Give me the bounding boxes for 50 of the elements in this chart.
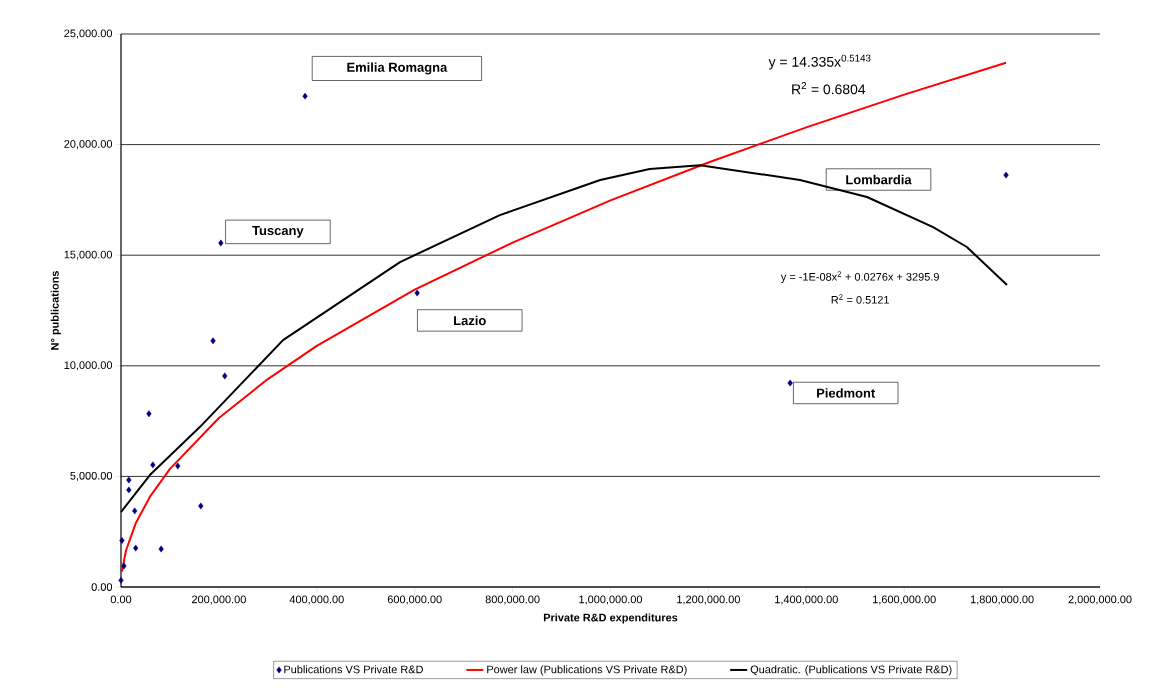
point <box>1003 171 1009 179</box>
point <box>787 379 793 387</box>
point <box>175 462 181 470</box>
y-tick-label: 0.00 <box>91 583 113 591</box>
point <box>414 289 420 297</box>
point <box>302 92 308 100</box>
point <box>126 476 132 484</box>
point <box>218 239 224 247</box>
y-tick-label: 25,000.00 <box>64 29 113 39</box>
x-tick-label: 1,800,000.00 <box>970 595 1034 605</box>
y-tick-label: 20,000.00 <box>64 140 113 150</box>
point <box>146 410 152 418</box>
x-tick-label: 800,000.00 <box>485 595 540 605</box>
annotation: R$^{2}$ = 0.5121 <box>831 294 889 304</box>
x-tick-label: 400,000.00 <box>289 595 344 605</box>
annotation: Tuscany <box>252 226 304 238</box>
annotation: Lazio <box>454 315 486 326</box>
legend-label: Publications VS Private R&D <box>284 665 423 674</box>
y-tick-label: 5,000.00 <box>70 471 113 481</box>
x-tick-label: 1,400,000.00 <box>775 595 838 605</box>
annotation: y = 14.335x$^{0.5143}$ <box>768 54 871 70</box>
point <box>132 507 138 515</box>
x-tick-label: 0.00 <box>110 595 132 604</box>
point <box>198 502 204 510</box>
x-tick-label: 2,000,000.00 <box>1068 595 1132 605</box>
legend-label: Quadratic. (Publications VS Private R&D) <box>750 665 952 676</box>
x-tick-label: 1,000,000.00 <box>579 595 643 605</box>
annotation: Lombardia <box>846 174 912 185</box>
point <box>118 576 124 584</box>
y-axis-title: N° publications <box>50 271 61 350</box>
point <box>150 461 156 469</box>
point <box>222 372 228 380</box>
y-tick-label: 10,000.00 <box>64 361 113 371</box>
y-tick-label: 15,000.00 <box>64 250 113 260</box>
x-tick-label: 1,600,000.00 <box>873 595 936 605</box>
x-tick-label: 600,000.00 <box>387 595 442 605</box>
legend-label: Power law (Publications VS Private R&D) <box>487 665 687 676</box>
point <box>133 544 139 552</box>
annotation: R$^{2}$ = 0.6804 <box>792 82 866 95</box>
point <box>119 537 125 544</box>
annotation: y = -1E-08x$^{2}$ + 0.0276x + 3295.9 <box>780 271 939 283</box>
x-tick-label: 1,200,000.00 <box>677 595 740 605</box>
annotation: Piedmont <box>817 388 876 398</box>
point <box>121 562 127 570</box>
x-axis-title: Private R&D expenditures <box>543 613 678 624</box>
point <box>158 545 164 553</box>
x-tick-label: 200,000.00 <box>192 595 246 605</box>
point <box>126 486 132 494</box>
annotation: Emilia Romagna <box>347 62 448 75</box>
point <box>210 337 216 345</box>
